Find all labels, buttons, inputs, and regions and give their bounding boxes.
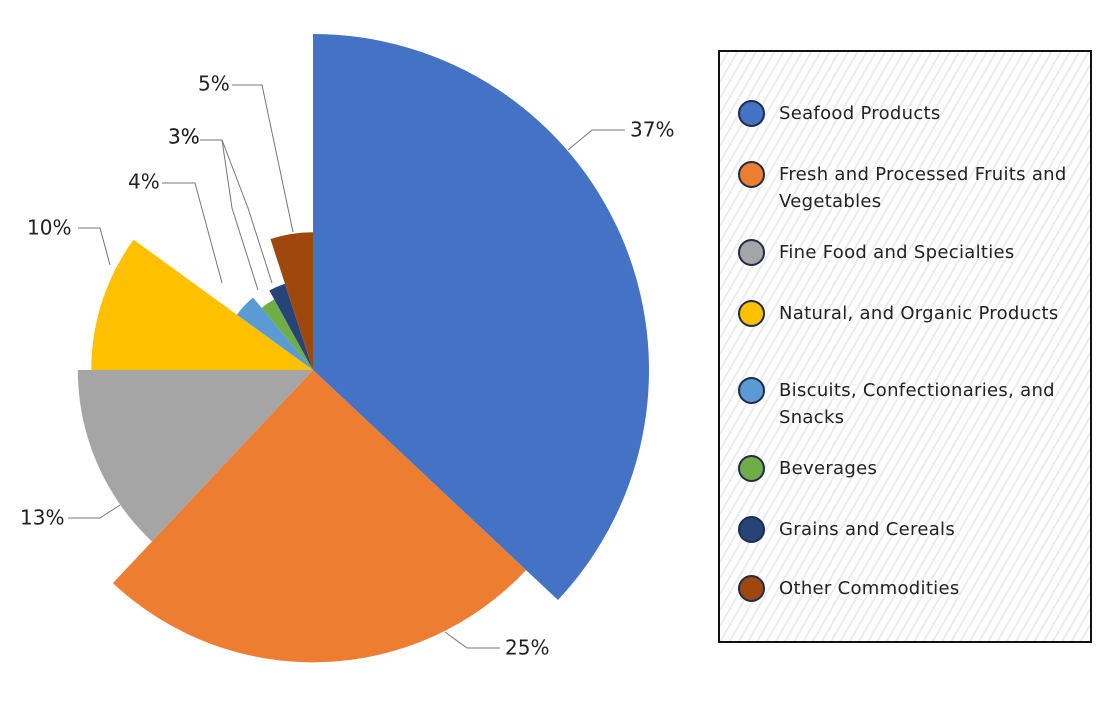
legend: Seafood Products Fresh and Processed Frui… (718, 50, 1092, 643)
data-label: 4% (128, 170, 160, 194)
pie-slice (270, 232, 313, 370)
leader-line (444, 631, 500, 649)
data-label: 3% (168, 125, 200, 149)
leader-line (68, 504, 121, 519)
leader-line (232, 84, 294, 233)
legend-item: Beverages (738, 455, 1078, 482)
pie-slice (236, 297, 313, 370)
chart: 37%25%13%10%4%3%3%5% (20, 34, 674, 663)
legend-item: Fine Food and Specialties (738, 239, 1078, 266)
legend-label: Seafood Products (779, 103, 941, 124)
legend-label: Biscuits, Confectionaries, and Snacks (779, 380, 1055, 428)
legend-label: Fresh and Processed Fruits and Vegetable… (779, 164, 1067, 212)
legend-label: Grains and Cereals (779, 519, 956, 540)
legend-swatch (738, 161, 765, 188)
legend-swatch (738, 455, 765, 482)
data-label: 10% (27, 216, 71, 240)
pie-slice (91, 239, 314, 370)
leader-line (78, 227, 111, 266)
legend-swatch (738, 300, 765, 327)
leader-line (162, 182, 223, 284)
pie-slice (77, 370, 313, 542)
leader-line (200, 139, 259, 291)
legend-item: Grains and Cereals (738, 516, 1078, 543)
data-label: 13% (20, 506, 64, 530)
pie-slice (112, 370, 527, 663)
legend-item: Seafood Products (738, 100, 1078, 127)
leader-line (567, 129, 625, 151)
legend-swatch (738, 516, 765, 543)
pie-slice (269, 283, 313, 370)
pie-slice (261, 299, 313, 370)
legend-item: Natural, and Organic Products (738, 300, 1078, 327)
legend-item: Fresh and Processed Fruits and Vegetable… (738, 161, 1078, 215)
pie-slice (313, 34, 650, 601)
legend-label: Natural, and Organic Products (779, 303, 1059, 324)
legend-label: Fine Food and Specialties (779, 242, 1015, 263)
leader-line (200, 139, 273, 284)
legend-swatch (738, 575, 765, 602)
legend-label: Beverages (779, 458, 878, 479)
legend-swatch (738, 377, 765, 404)
data-label: 3% (168, 125, 200, 149)
data-label: 25% (505, 636, 549, 660)
legend-item: Biscuits, Confectionaries, and Snacks (738, 377, 1078, 431)
data-label: 37% (630, 118, 674, 142)
data-label: 5% (198, 72, 230, 96)
legend-swatch (738, 239, 765, 266)
legend-label: Other Commodities (779, 578, 960, 599)
legend-item: Other Commodities (738, 575, 1078, 602)
legend-swatch (738, 100, 765, 127)
